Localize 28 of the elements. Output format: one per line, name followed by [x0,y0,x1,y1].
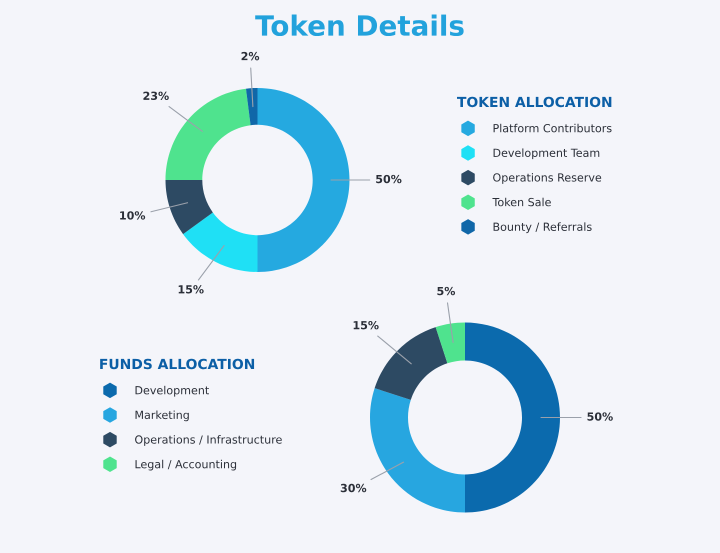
donut-slice [436,322,465,364]
donut-slice [183,212,258,272]
legend-label: Platform Contributors [494,124,612,132]
donut-slice [246,88,258,126]
legend-label: Operations Reserve [493,173,602,184]
data-label: 5% [437,286,456,296]
legend-title: FUNDS ALLOCATION [100,358,254,370]
data-label: 23% [143,92,169,100]
data-label: 15% [354,320,379,330]
legend-label: Marketing [136,410,189,422]
data-label: 2% [242,52,260,60]
donut-slice [370,388,465,512]
data-label: 50% [587,412,613,421]
data-label: 50% [376,174,402,184]
donut-slice [166,180,213,234]
legend-label: Operations / Infrastructure [135,435,282,446]
legend-label: Development [136,386,209,397]
data-label: 10% [120,211,146,220]
chart-title: Token Details [255,14,464,36]
donut-slice [465,322,560,512]
legend-title: TOKEN ALLOCATION [457,96,612,108]
legend-label: Bounty / Referrals [494,222,592,234]
data-label: 15% [178,285,204,294]
donut-slice [258,88,350,272]
legend-label: Token Sale [492,198,551,206]
legend-label: Legal / Accounting [136,460,236,471]
data-label: 30% [340,484,366,492]
legend-label: Development Team [494,148,600,160]
